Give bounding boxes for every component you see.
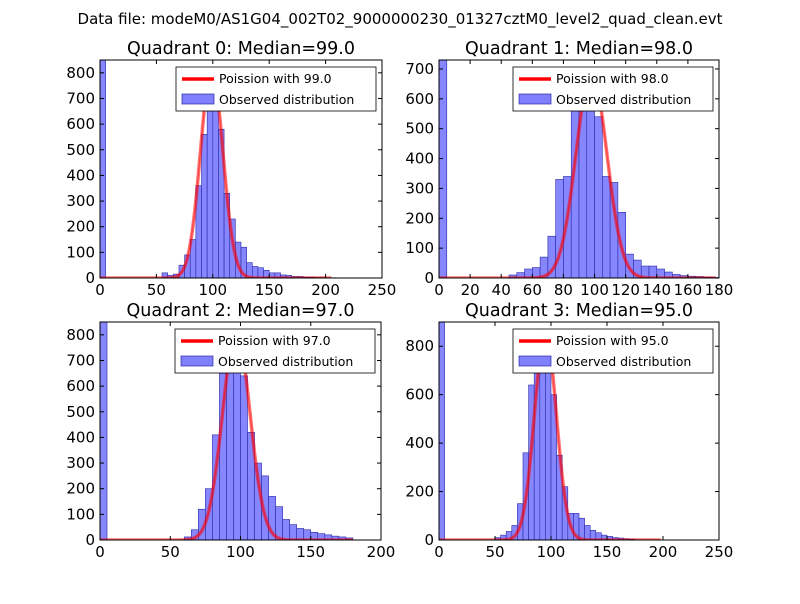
quadrant-3-hist-bar (545, 353, 551, 540)
quadrant-0-legend-hist-swatch (182, 94, 214, 104)
quadrant-3-xtick-label: 100 (537, 543, 566, 561)
quadrant-0-chart: 0 50 100 150 200 250 0 100 200 300 400 500 600 700 800… (66, 39, 396, 299)
quadrant-1-xtick-label: 20 (461, 281, 480, 299)
quadrant-3-legend-poisson-label: Poission with 95.0 (556, 333, 669, 348)
quadrant-2-ytick-label: 600 (66, 377, 95, 395)
quadrant-1-ytick-label: 400 (405, 150, 434, 168)
quadrant-1-hist-bar (587, 84, 595, 278)
quadrant-2-ytick-label: 400 (66, 428, 95, 446)
quadrant-3-xtick-label: 50 (485, 543, 504, 561)
quadrant-3-ytick-label: 200 (405, 483, 434, 501)
quadrant-1-ytick-label: 700 (405, 60, 434, 78)
quadrant-0-xtick-label: 0 (95, 281, 105, 299)
quadrant-0-ytick-label: 100 (66, 243, 95, 261)
quadrant-0-legend: Poission with 99.0 Observed distribution (176, 67, 376, 111)
quadrant-1-title: Quadrant 1: Median=98.0 (465, 39, 693, 59)
quadrant-3-xtick-label: 0 (434, 543, 444, 561)
quadrant-2-legend-hist-swatch (181, 356, 213, 366)
quadrant-2-legend-hist-label: Observed distribution (218, 354, 353, 369)
quadrant-0-hist-bar (202, 134, 208, 278)
quadrant-3-title: Quadrant 3: Median=95.0 (465, 301, 693, 321)
quadrant-3-chart: 0 50 100 150 200 250 0 200 400 600 800 Quadrant 3: … (405, 301, 733, 561)
quadrant-2-title: Quadrant 2: Median=97.0 (126, 301, 354, 321)
quadrant-2-xtick-label: 50 (161, 543, 180, 561)
quadrant-2-hist-bar (290, 525, 297, 540)
quadrant-1-xtick-label: 140 (642, 281, 671, 299)
quadrant-0-ytick-label: 200 (66, 218, 95, 236)
quadrant-1-hist-bar (595, 117, 603, 278)
quadrant-0-ytick-label: 600 (66, 115, 95, 133)
quadrant-2-ytick-label: 500 (66, 403, 95, 421)
quadrant-1-ytick-label: 300 (405, 179, 434, 197)
quadrant-2-hist-bar (100, 322, 107, 540)
quadrant-0-xtick-label: 100 (198, 281, 227, 299)
quadrant-1-hist-bar (602, 176, 610, 278)
quadrant-2-xtick-label: 0 (95, 543, 105, 561)
quadrant-1-xtick-label: 180 (705, 281, 734, 299)
quadrant-3-ytick-label: 800 (405, 337, 434, 355)
quadrant-3-hist-bar (439, 322, 445, 540)
quadrant-2-xtick-label: 100 (226, 543, 255, 561)
quadrant-2-hist-bar (283, 519, 290, 540)
quadrant-1-xtick-label: 60 (523, 281, 542, 299)
quadrant-3-legend-hist-label: Observed distribution (556, 354, 691, 369)
quadrant-1-legend-poisson-label: Poission with 98.0 (556, 71, 669, 86)
quadrant-1-xtick-label: 80 (554, 281, 573, 299)
quadrant-3-ytick-label: 400 (405, 434, 434, 452)
quadrant-3-ytick-label: 0 (424, 531, 434, 549)
quadrant-0-ytick-label: 500 (66, 141, 95, 159)
quadrant-0-ytick-label: 300 (66, 192, 95, 210)
quadrant-0-hist-bar (100, 60, 106, 278)
quadrant-2-hist-bar (233, 345, 240, 540)
quadrant-0-legend-hist-label: Observed distribution (219, 92, 354, 107)
figure-suptitle: Data file: modeM0/AS1G04_002T02_90000002… (78, 10, 723, 29)
quadrant-0-xtick-label: 150 (255, 281, 284, 299)
quadrant-1-legend-hist-swatch (519, 94, 551, 104)
quadrant-3-xtick-label: 200 (649, 543, 678, 561)
quadrant-3-hist-bar (585, 525, 591, 540)
quadrant-2-ytick-label: 200 (66, 480, 95, 498)
quadrant-3-ytick-label: 600 (405, 386, 434, 404)
quadrant-0-xtick-label: 50 (147, 281, 166, 299)
quadrant-2-ytick-label: 700 (66, 351, 95, 369)
quadrant-0-title: Quadrant 0: Median=99.0 (127, 39, 355, 59)
quadrant-2-legend-poisson-label: Poission with 97.0 (218, 333, 331, 348)
quadrant-2-xtick-label: 200 (367, 543, 396, 561)
quadrant-3-legend: Poission with 95.0 Observed distribution (513, 329, 713, 373)
quadrant-3-legend-hist-swatch (519, 356, 551, 366)
quadrant-2-ytick-label: 100 (66, 505, 95, 523)
quadrant-0-ytick-label: 800 (66, 64, 95, 82)
quadrant-1-ytick-label: 600 (405, 90, 434, 108)
quadrant-1-ytick-label: 500 (405, 120, 434, 138)
quadrant-1-legend-hist-label: Observed distribution (556, 92, 691, 107)
quadrant-0-xtick-label: 200 (311, 281, 340, 299)
quadrant-0-hist-bar (213, 88, 219, 278)
quadrant-0-ytick-label: 0 (85, 269, 95, 287)
quadrant-1-ytick-label: 200 (405, 209, 434, 227)
quadrant-2-chart: 0 50 100 150 200 0 100 200 300 400 500 600 700 800 Qua… (66, 301, 395, 561)
quadrant-0-legend-poisson-label: Poission with 99.0 (219, 71, 332, 86)
quadrant-0-ytick-label: 700 (66, 89, 95, 107)
quadrant-1-hist-bar (439, 60, 447, 278)
quadrant-1-xtick-label: 160 (674, 281, 703, 299)
quadrant-2-xtick-label: 150 (296, 543, 325, 561)
quadrant-0-ytick-label: 400 (66, 166, 95, 184)
quadrant-1-xtick-label: 100 (580, 281, 609, 299)
quadrant-1-xtick-label: 40 (492, 281, 511, 299)
quadrant-2-ytick-label: 0 (85, 531, 95, 549)
quadrant-1-xtick-label: 0 (434, 281, 444, 299)
quadrant-0-xtick-label: 250 (368, 281, 397, 299)
quadrant-2-ytick-label: 300 (66, 454, 95, 472)
quadrant-1-ytick-label: 100 (405, 239, 434, 257)
quadrant-2-legend: Poission with 97.0 Observed distribution (175, 329, 375, 373)
quadrant-2-hist-bar (241, 376, 248, 540)
quadrant-1-xtick-label: 120 (611, 281, 640, 299)
quadrant-3-xtick-label: 150 (593, 543, 622, 561)
quadrant-2-ytick-label: 800 (66, 326, 95, 344)
quadrant-3-xtick-label: 250 (705, 543, 734, 561)
quadrant-1-legend: Poission with 98.0 Observed distribution (513, 67, 713, 111)
quadrant-1-ytick-label: 0 (424, 269, 434, 287)
